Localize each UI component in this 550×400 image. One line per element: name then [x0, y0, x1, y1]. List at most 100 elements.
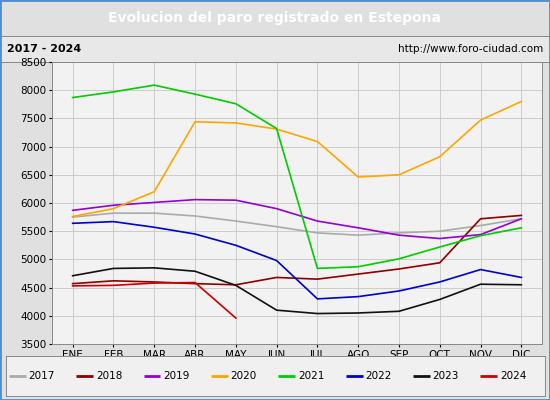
2021 — [437, 244, 443, 249]
2018 — [437, 260, 443, 265]
2023 — [518, 282, 525, 287]
2021 — [69, 95, 76, 100]
2020 — [273, 127, 280, 132]
Line: 2023: 2023 — [73, 268, 521, 314]
Text: 2020: 2020 — [230, 371, 257, 381]
2020 — [477, 118, 484, 122]
2022 — [518, 275, 525, 280]
2019 — [192, 197, 199, 202]
2019 — [233, 198, 239, 202]
2022 — [273, 258, 280, 263]
2023 — [355, 310, 361, 315]
2023 — [69, 273, 76, 278]
2017 — [233, 219, 239, 224]
2018 — [192, 281, 199, 286]
2023 — [314, 311, 321, 316]
2021 — [273, 126, 280, 131]
2018 — [314, 277, 321, 282]
Text: 2017: 2017 — [29, 371, 55, 381]
2022 — [477, 267, 484, 272]
2022 — [395, 288, 402, 293]
Line: 2017: 2017 — [73, 213, 521, 235]
2022 — [355, 294, 361, 299]
2017 — [110, 211, 117, 216]
2024 — [69, 284, 76, 288]
2021 — [110, 90, 117, 94]
2023 — [477, 282, 484, 287]
2017 — [355, 233, 361, 238]
2018 — [233, 282, 239, 287]
2018 — [477, 216, 484, 221]
2021 — [355, 264, 361, 269]
2022 — [69, 221, 76, 226]
Text: Evolucion del paro registrado en Estepona: Evolucion del paro registrado en Estepon… — [108, 11, 442, 25]
2021 — [192, 92, 199, 96]
2018 — [110, 278, 117, 283]
2017 — [518, 216, 525, 221]
2017 — [477, 223, 484, 228]
2020 — [233, 120, 239, 125]
2024 — [110, 283, 117, 288]
2022 — [110, 219, 117, 224]
2020 — [69, 214, 76, 219]
2021 — [518, 226, 525, 230]
2018 — [69, 281, 76, 286]
2019 — [69, 208, 76, 213]
2017 — [395, 230, 402, 235]
2020 — [192, 119, 199, 124]
2019 — [437, 236, 443, 241]
2018 — [273, 275, 280, 280]
2022 — [192, 232, 199, 236]
2020 — [395, 172, 402, 177]
Text: http://www.foro-ciudad.com: http://www.foro-ciudad.com — [398, 44, 543, 54]
Text: 2024: 2024 — [500, 371, 526, 381]
2023 — [151, 266, 157, 270]
2022 — [233, 243, 239, 248]
2021 — [395, 256, 402, 261]
2021 — [314, 266, 321, 271]
2019 — [477, 232, 484, 237]
2017 — [151, 211, 157, 216]
Text: 2017 - 2024: 2017 - 2024 — [7, 44, 81, 54]
Text: 2023: 2023 — [433, 371, 459, 381]
2019 — [110, 203, 117, 208]
2018 — [395, 266, 402, 271]
2017 — [192, 214, 199, 218]
Text: 2022: 2022 — [365, 371, 392, 381]
2023 — [273, 308, 280, 312]
2018 — [518, 213, 525, 218]
2019 — [518, 216, 525, 221]
2020 — [355, 175, 361, 180]
2018 — [355, 272, 361, 276]
Line: 2022: 2022 — [73, 222, 521, 299]
2017 — [314, 230, 321, 235]
2024 — [192, 280, 199, 285]
2022 — [151, 225, 157, 230]
2023 — [233, 283, 239, 288]
2019 — [355, 226, 361, 230]
2019 — [151, 200, 157, 205]
2017 — [273, 224, 280, 229]
2023 — [395, 309, 402, 314]
2019 — [273, 206, 280, 211]
2019 — [395, 233, 402, 238]
2017 — [69, 215, 76, 220]
Text: 2019: 2019 — [163, 371, 190, 381]
Line: 2021: 2021 — [73, 85, 521, 268]
2024 — [151, 281, 157, 286]
2020 — [314, 139, 321, 144]
2021 — [233, 101, 239, 106]
2020 — [151, 189, 157, 194]
2020 — [437, 154, 443, 159]
Text: 2021: 2021 — [298, 371, 324, 381]
Line: 2019: 2019 — [73, 200, 521, 238]
2020 — [518, 99, 525, 104]
2023 — [192, 269, 199, 274]
2019 — [314, 219, 321, 224]
Line: 2018: 2018 — [73, 216, 521, 285]
Line: 2024: 2024 — [73, 282, 236, 318]
2023 — [437, 297, 443, 302]
Line: 2020: 2020 — [73, 102, 521, 216]
2021 — [477, 233, 484, 238]
2017 — [437, 229, 443, 234]
